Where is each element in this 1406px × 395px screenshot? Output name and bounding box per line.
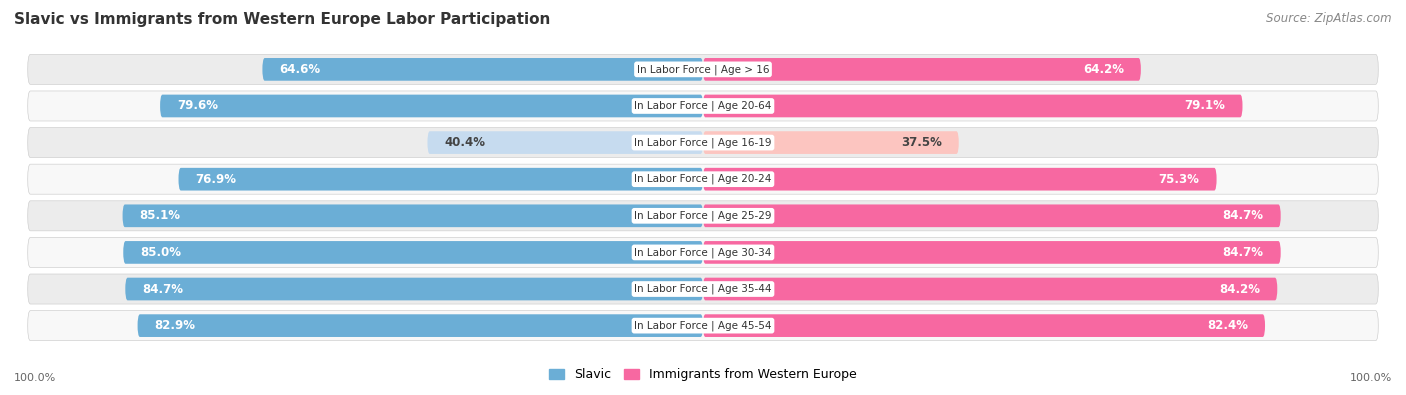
Text: In Labor Force | Age 20-24: In Labor Force | Age 20-24 bbox=[634, 174, 772, 184]
Text: 84.7%: 84.7% bbox=[1223, 246, 1264, 259]
Text: 84.2%: 84.2% bbox=[1219, 282, 1260, 295]
Text: In Labor Force | Age 35-44: In Labor Force | Age 35-44 bbox=[634, 284, 772, 294]
Text: In Labor Force | Age 30-34: In Labor Force | Age 30-34 bbox=[634, 247, 772, 258]
Text: 84.7%: 84.7% bbox=[142, 282, 183, 295]
FancyBboxPatch shape bbox=[179, 168, 703, 190]
FancyBboxPatch shape bbox=[28, 164, 1378, 194]
FancyBboxPatch shape bbox=[28, 55, 1378, 85]
Text: In Labor Force | Age > 16: In Labor Force | Age > 16 bbox=[637, 64, 769, 75]
FancyBboxPatch shape bbox=[703, 58, 1140, 81]
FancyBboxPatch shape bbox=[28, 237, 1378, 267]
Text: 79.1%: 79.1% bbox=[1185, 100, 1226, 113]
Text: In Labor Force | Age 25-29: In Labor Force | Age 25-29 bbox=[634, 211, 772, 221]
Legend: Slavic, Immigrants from Western Europe: Slavic, Immigrants from Western Europe bbox=[544, 363, 862, 386]
Text: In Labor Force | Age 16-19: In Labor Force | Age 16-19 bbox=[634, 137, 772, 148]
Text: 75.3%: 75.3% bbox=[1159, 173, 1199, 186]
FancyBboxPatch shape bbox=[28, 91, 1378, 121]
Text: 64.2%: 64.2% bbox=[1083, 63, 1123, 76]
FancyBboxPatch shape bbox=[703, 131, 959, 154]
Text: 40.4%: 40.4% bbox=[444, 136, 485, 149]
FancyBboxPatch shape bbox=[125, 278, 703, 300]
Text: 76.9%: 76.9% bbox=[195, 173, 236, 186]
FancyBboxPatch shape bbox=[138, 314, 703, 337]
Text: 100.0%: 100.0% bbox=[14, 373, 56, 383]
Text: In Labor Force | Age 20-64: In Labor Force | Age 20-64 bbox=[634, 101, 772, 111]
FancyBboxPatch shape bbox=[703, 314, 1265, 337]
FancyBboxPatch shape bbox=[263, 58, 703, 81]
Text: 82.4%: 82.4% bbox=[1206, 319, 1249, 332]
Text: In Labor Force | Age 45-54: In Labor Force | Age 45-54 bbox=[634, 320, 772, 331]
Text: 100.0%: 100.0% bbox=[1350, 373, 1392, 383]
FancyBboxPatch shape bbox=[160, 95, 703, 117]
Text: 64.6%: 64.6% bbox=[280, 63, 321, 76]
FancyBboxPatch shape bbox=[703, 241, 1281, 264]
FancyBboxPatch shape bbox=[28, 274, 1378, 304]
FancyBboxPatch shape bbox=[703, 168, 1216, 190]
FancyBboxPatch shape bbox=[124, 241, 703, 264]
Text: Source: ZipAtlas.com: Source: ZipAtlas.com bbox=[1267, 12, 1392, 25]
FancyBboxPatch shape bbox=[122, 205, 703, 227]
Text: 37.5%: 37.5% bbox=[901, 136, 942, 149]
Text: 85.0%: 85.0% bbox=[141, 246, 181, 259]
FancyBboxPatch shape bbox=[28, 310, 1378, 340]
Text: 82.9%: 82.9% bbox=[155, 319, 195, 332]
FancyBboxPatch shape bbox=[703, 278, 1277, 300]
Text: 84.7%: 84.7% bbox=[1223, 209, 1264, 222]
FancyBboxPatch shape bbox=[28, 201, 1378, 231]
FancyBboxPatch shape bbox=[427, 131, 703, 154]
FancyBboxPatch shape bbox=[703, 95, 1243, 117]
FancyBboxPatch shape bbox=[28, 128, 1378, 158]
FancyBboxPatch shape bbox=[703, 205, 1281, 227]
Text: 85.1%: 85.1% bbox=[139, 209, 180, 222]
Text: 79.6%: 79.6% bbox=[177, 100, 218, 113]
Text: Slavic vs Immigrants from Western Europe Labor Participation: Slavic vs Immigrants from Western Europe… bbox=[14, 12, 550, 27]
